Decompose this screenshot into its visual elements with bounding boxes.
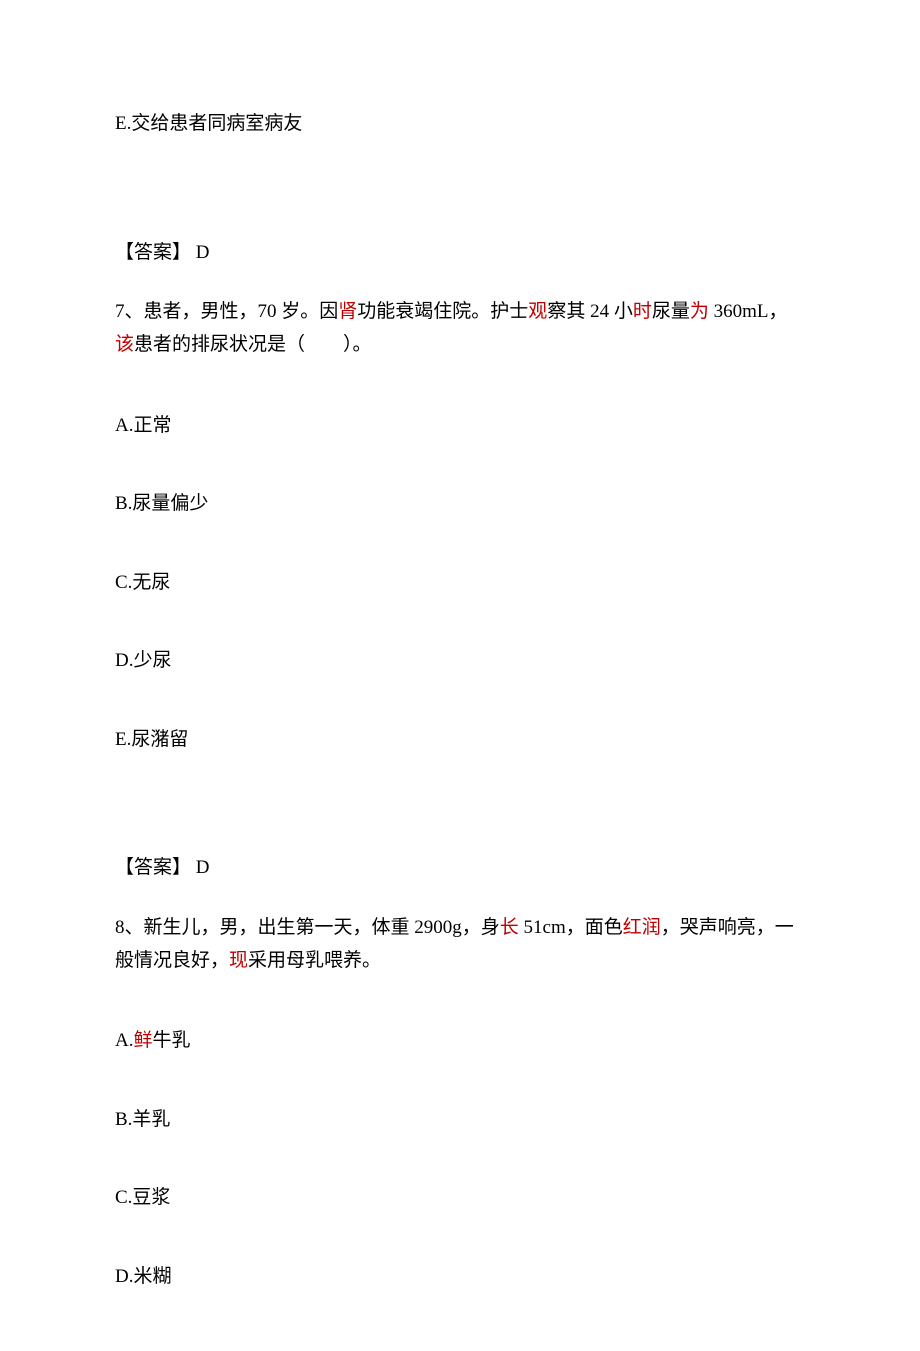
- text: 察其 24 小: [547, 301, 633, 322]
- text-red: 长: [500, 917, 519, 938]
- text-red: 肾: [338, 301, 357, 322]
- q6-answer: 【答案】 D: [115, 239, 805, 268]
- text: 采用母乳喂养。: [248, 950, 381, 971]
- text-red: 鲜: [133, 1030, 152, 1051]
- text: A.: [115, 1030, 133, 1051]
- text: 51cm，面色: [519, 917, 623, 938]
- text-red: 时: [633, 301, 652, 322]
- q7-option-e: E.尿潴留: [115, 726, 805, 755]
- text: 牛乳: [153, 1030, 191, 1051]
- text-red: 观: [528, 301, 547, 322]
- text: 患者的排尿状况是（ ）。: [134, 334, 372, 355]
- text-red: 该: [115, 334, 134, 355]
- q8-option-d: D.米糊: [115, 1263, 805, 1292]
- text: 功能衰竭住院。护士: [357, 301, 528, 322]
- q7-option-d: D.少尿: [115, 647, 805, 676]
- text: 360mL，: [709, 301, 788, 322]
- text-red: 为: [690, 301, 709, 322]
- q7-option-c: C.无尿: [115, 569, 805, 598]
- q8-stem: 8、新生儿，男，出生第一天，体重 2900g，身长 51cm，面色红润，哭声响亮…: [115, 911, 805, 978]
- q6-option-e: E.交给患者同病室病友: [115, 110, 805, 139]
- q8-option-a: A.鲜牛乳: [115, 1027, 805, 1056]
- text: 尿量: [652, 301, 690, 322]
- text: 8、新生儿，男，出生第一天，体重 2900g，身: [115, 917, 500, 938]
- text-red: 现: [229, 950, 248, 971]
- q7-option-a: A.正常: [115, 412, 805, 441]
- q8-option-c: C.豆浆: [115, 1184, 805, 1213]
- text: 7、患者，男性，70 岁。因: [115, 301, 338, 322]
- q7-stem: 7、患者，男性，70 岁。因肾功能衰竭住院。护士观察其 24 小时尿量为 360…: [115, 295, 805, 362]
- q7-option-b: B.尿量偏少: [115, 490, 805, 519]
- q8-option-b: B.羊乳: [115, 1106, 805, 1135]
- q7-answer: 【答案】 D: [115, 854, 805, 883]
- text-red: 红润: [623, 917, 661, 938]
